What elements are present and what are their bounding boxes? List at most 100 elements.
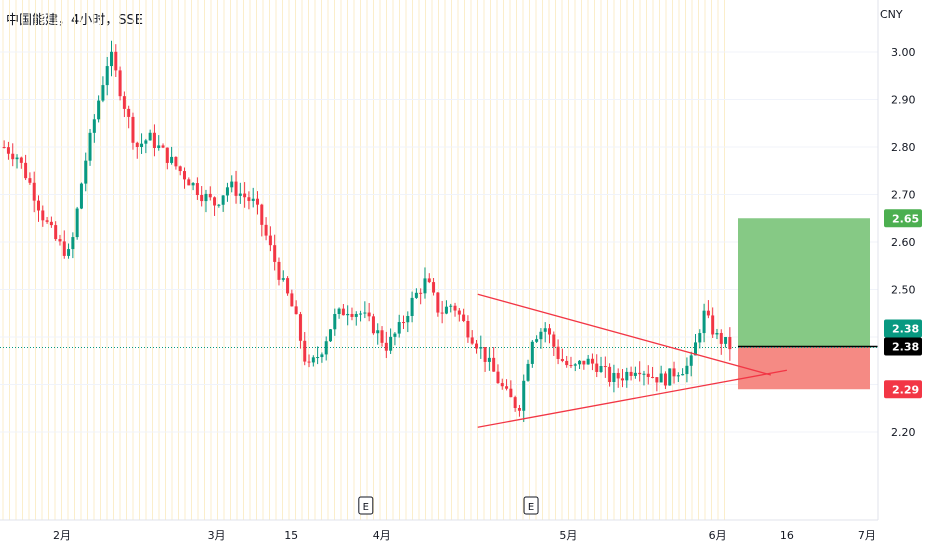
- candle-body: [182, 171, 187, 180]
- candle-body: [363, 312, 367, 314]
- candle-body: [509, 388, 513, 398]
- trendline[interactable]: [477, 369, 787, 428]
- stop-zone[interactable]: [738, 346, 870, 390]
- time-tick-label: 5月: [559, 529, 577, 542]
- candle-body: [638, 372, 642, 375]
- candle-body: [41, 210, 45, 221]
- entry-price-badge: [884, 337, 922, 356]
- candle-body: [620, 378, 625, 381]
- candle-body: [651, 376, 655, 378]
- candle-body: [457, 310, 461, 315]
- candle-body: [496, 371, 500, 384]
- candle-body: [157, 145, 161, 148]
- candle-body: [62, 241, 66, 256]
- candle-body: [346, 313, 350, 316]
- candle-body: [114, 51, 118, 71]
- candle-body: [255, 198, 260, 205]
- candle-body: [693, 342, 698, 356]
- candle-body: [505, 386, 509, 389]
- time-tick-label: 16: [780, 529, 794, 542]
- candle-body: [191, 183, 195, 186]
- price-tick-label: 2.80: [891, 141, 916, 154]
- price-tick-label: 2.20: [891, 426, 916, 439]
- earnings-marker[interactable]: [523, 496, 539, 515]
- earnings-marker[interactable]: [358, 496, 374, 515]
- candle-body: [371, 316, 375, 334]
- candle-body: [492, 357, 496, 372]
- candle-body: [384, 342, 388, 351]
- candle-body: [350, 313, 354, 317]
- candle-body: [595, 363, 599, 372]
- earnings-marker-label: E: [363, 502, 369, 513]
- candle-body: [711, 315, 715, 335]
- candle-body: [543, 328, 547, 332]
- candle-body: [526, 363, 530, 381]
- candle-body: [105, 66, 109, 86]
- candle-body: [702, 310, 706, 334]
- candle-body: [247, 197, 251, 201]
- candle-body: [393, 333, 397, 337]
- candle-body: [97, 100, 101, 120]
- candle-body: [277, 261, 281, 280]
- candle-body: [359, 313, 363, 315]
- candle-body: [45, 220, 49, 222]
- candle-body: [629, 371, 633, 376]
- candle-body: [264, 224, 268, 236]
- candle-body: [213, 197, 217, 206]
- candle-body: [406, 315, 410, 323]
- candle-body: [612, 372, 616, 383]
- candle-body: [324, 341, 328, 355]
- candle-body: [715, 332, 719, 335]
- time-tick-label: 7月: [858, 529, 876, 542]
- candle-body: [217, 204, 221, 206]
- candle-body: [187, 179, 191, 186]
- candle-body: [513, 397, 517, 409]
- candle-body: [547, 328, 552, 335]
- target-zone[interactable]: [738, 218, 870, 347]
- entry-price-badge-label: 2.38: [892, 341, 919, 354]
- candle-body: [260, 204, 264, 225]
- last-price-badge: [884, 319, 922, 338]
- candle-body: [728, 336, 732, 350]
- last-price-badge-label: 2.38: [892, 323, 919, 336]
- candle-body: [290, 293, 294, 307]
- trendline[interactable]: [477, 293, 772, 376]
- candle-body: [427, 278, 431, 283]
- candle-body: [487, 357, 491, 362]
- candle-body: [423, 278, 427, 294]
- candle-body: [479, 347, 483, 349]
- candle-body: [67, 249, 71, 256]
- candle-body: [28, 178, 32, 183]
- price-tick-label: 2.90: [891, 94, 916, 107]
- candle-body: [333, 313, 337, 330]
- candle-body: [230, 181, 234, 188]
- candle-body: [530, 341, 534, 364]
- candle-body: [389, 336, 393, 351]
- candle-body: [569, 365, 573, 367]
- candle-body: [436, 292, 440, 313]
- candle-body: [672, 368, 676, 377]
- candle-body: [483, 347, 487, 362]
- candle-body: [719, 332, 723, 344]
- candle-body: [573, 364, 577, 366]
- candle-body: [449, 305, 453, 307]
- earnings-marker-label: E: [528, 502, 534, 513]
- time-axis: 2月 3月 15 4月 5月 6月 16 7月: [0, 519, 878, 542]
- candle-body: [625, 371, 629, 381]
- candle-body: [655, 377, 659, 383]
- candle-body: [320, 354, 324, 358]
- candle-body: [663, 373, 667, 386]
- trendlines: [477, 293, 787, 428]
- candle-body: [599, 366, 603, 372]
- candle-body: [401, 322, 406, 324]
- candle-body: [316, 357, 320, 359]
- candle-body: [144, 140, 148, 144]
- candle-body: [307, 361, 311, 363]
- candle-body: [432, 282, 436, 293]
- candle-body: [2, 147, 6, 148]
- price-tick-label: 3.00: [891, 46, 916, 59]
- candle-body: [148, 132, 152, 141]
- candle-body: [234, 181, 238, 196]
